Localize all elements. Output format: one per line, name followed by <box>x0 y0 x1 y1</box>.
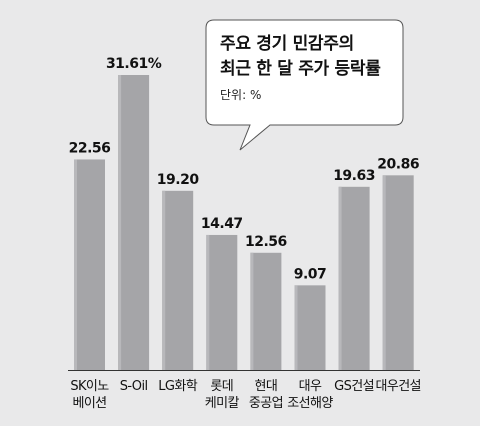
bar <box>338 186 370 370</box>
unit-label: 단위: % <box>220 88 262 102</box>
bar-value-label: 31.61% <box>106 56 162 72</box>
bar-value-label: 19.63 <box>333 168 375 184</box>
category-label: 롯데 <box>210 379 233 394</box>
bar-group: 19.63 GS건설 <box>333 168 375 394</box>
bar-value-label: 19.20 <box>157 172 200 188</box>
bar-group: 19.20 LG화학 <box>157 172 200 394</box>
bar <box>250 252 282 370</box>
bar-highlight <box>206 234 210 370</box>
bar-highlight <box>250 252 254 370</box>
category-label: S-Oil <box>120 379 148 394</box>
title-bubble <box>205 19 404 151</box>
bar <box>206 234 238 370</box>
category-label: GS건설 <box>334 379 374 394</box>
bar-group: 31.61% S-Oil <box>106 56 162 394</box>
chart-title-line-1: 주요 경기 민감주의 <box>220 34 354 54</box>
bar-highlight <box>118 75 122 370</box>
category-label: 케미칼 <box>205 396 240 411</box>
bar-highlight <box>162 190 166 370</box>
bar <box>382 175 414 370</box>
chart-title-callout: 주요 경기 민감주의 최근 한 달 주가 등락률 단위: % <box>206 20 403 125</box>
category-label: 대우건설 <box>375 379 420 394</box>
bar <box>74 159 105 370</box>
bar-value-label: 12.56 <box>245 234 287 250</box>
bar-value-label: 14.47 <box>201 216 243 232</box>
category-label: LG화학 <box>158 379 197 394</box>
bar-value-label: 22.56 <box>69 140 111 156</box>
category-label: 현대 <box>255 379 278 394</box>
bar-highlight <box>294 285 298 370</box>
bar-highlight <box>74 159 77 370</box>
bar <box>294 285 326 370</box>
category-label: 대우 <box>299 379 322 394</box>
bar <box>162 190 194 370</box>
bar <box>118 75 150 370</box>
chart-title-line-2: 최근 한 달 주가 등락률 <box>220 59 381 79</box>
bar-highlight <box>338 186 342 370</box>
bar-value-label: 20.86 <box>377 156 419 172</box>
category-label: SK이노 <box>70 379 109 394</box>
bar-highlight <box>382 175 386 370</box>
bar-group: 20.86 대우건설 <box>375 156 421 394</box>
category-label: 베이션 <box>72 396 106 411</box>
bar-value-label: 9.07 <box>294 266 327 282</box>
category-label: 중공업 <box>249 396 283 411</box>
category-label: 조선해양 <box>287 396 333 411</box>
